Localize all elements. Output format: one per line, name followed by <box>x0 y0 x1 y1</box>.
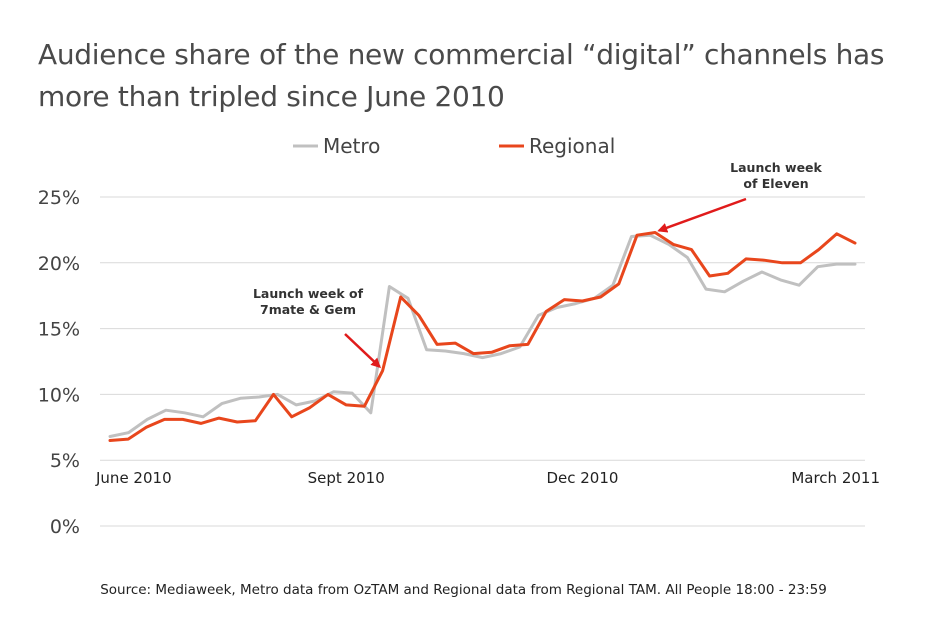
y-tick-label: 20% <box>38 253 80 275</box>
y-tick-label: 25% <box>38 187 80 209</box>
x-tick-label: June 2010 <box>95 469 172 487</box>
x-tick-label: March 2011 <box>791 469 880 487</box>
y-tick-label: 10% <box>38 384 80 406</box>
series-line-regional <box>108 231 857 442</box>
series-lines <box>108 231 857 442</box>
annotation-arrow <box>344 333 382 369</box>
title-line-1: Audience share of the new commercial “di… <box>38 38 885 71</box>
chart-title: Audience share of the new commercial “di… <box>38 34 908 118</box>
annotation-text: Launch week of <box>253 286 364 301</box>
y-tick-label: 0% <box>50 516 80 538</box>
title-line-2: more than tripled since June 2010 <box>38 80 505 113</box>
y-tick-label: 5% <box>50 450 80 472</box>
series-line-metro <box>108 233 857 438</box>
y-tick-label: 15% <box>38 319 80 341</box>
source-note: Source: Mediaweek, Metro data from OzTAM… <box>100 582 827 598</box>
x-axis-ticks: June 2010 Sept 2010 Dec 2010 March 2011 <box>95 469 880 487</box>
annotation-text: of Eleven <box>743 176 808 191</box>
gridlines <box>100 196 865 527</box>
legend: Metro Regional <box>293 134 615 158</box>
y-axis-ticks: 0% 5% 10% 15% 20% 25% <box>38 187 80 538</box>
annotation-text: 7mate & Gem <box>260 302 356 317</box>
legend-label-metro: Metro <box>323 134 380 158</box>
legend-label-regional: Regional <box>529 134 615 158</box>
annotation-arrow <box>657 197 747 233</box>
annotation-text: Launch week <box>730 160 822 175</box>
x-tick-label: Sept 2010 <box>308 469 385 487</box>
x-tick-label: Dec 2010 <box>546 469 618 487</box>
